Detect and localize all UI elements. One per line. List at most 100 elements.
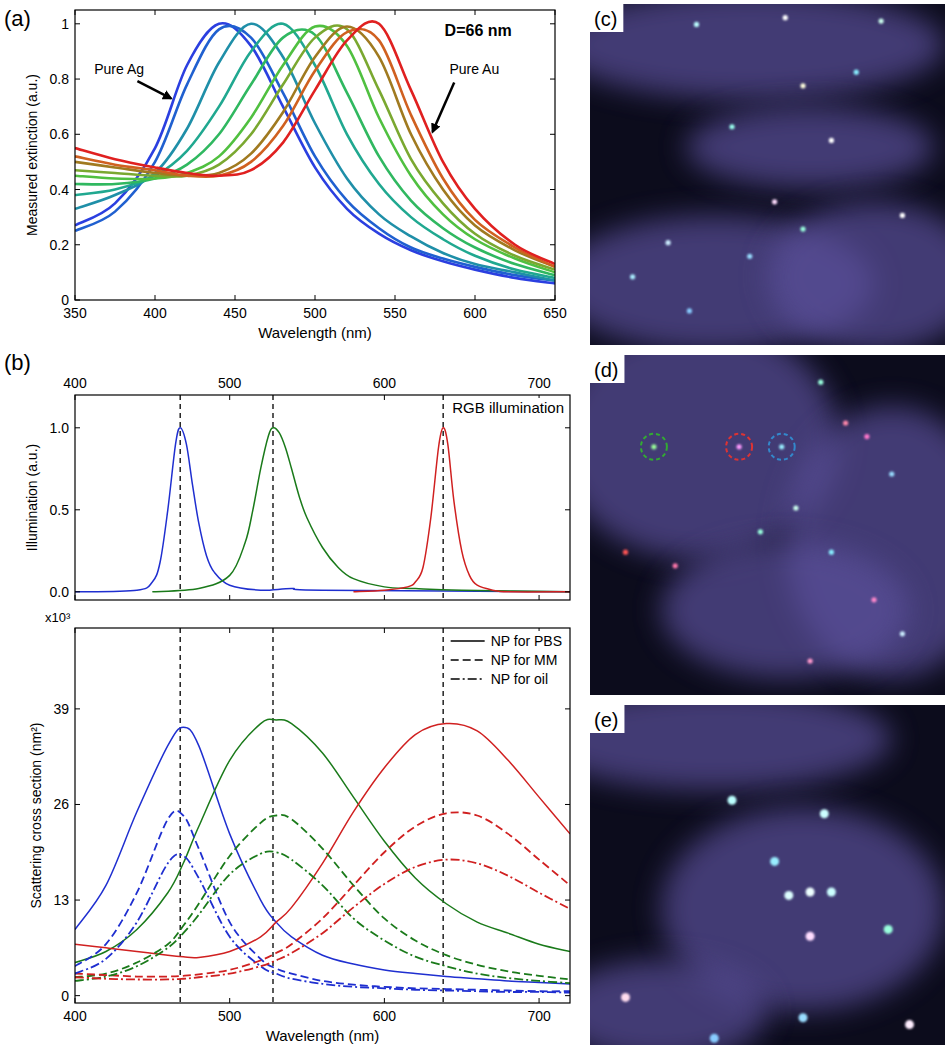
- x-tick: [384, 395, 385, 400]
- micrograph: (e): [537, 688, 945, 1051]
- y-tick: [550, 79, 555, 80]
- series-line: [75, 26, 555, 273]
- panel-label-bg: [590, 4, 623, 32]
- y-tick-label: 0.5: [50, 502, 70, 518]
- legend-bg: [447, 631, 566, 692]
- x-tick: [539, 998, 540, 1003]
- y-tick-label: 26: [53, 796, 69, 812]
- micrograph-content: [590, 4, 945, 345]
- highlight-ring: [726, 434, 752, 460]
- nanoparticle: [889, 471, 894, 476]
- series-line: [75, 727, 570, 984]
- annotation-arrow: [433, 83, 455, 132]
- series-line: [75, 723, 570, 957]
- nanoparticle: [843, 420, 848, 425]
- nanoparticle: [829, 138, 834, 143]
- series-line: [353, 428, 570, 592]
- x-tick: [475, 295, 476, 300]
- micrograph-content: [590, 705, 945, 1045]
- y-tick-label: 0: [61, 988, 69, 1004]
- x-tick-label: 450: [223, 305, 247, 321]
- plot-area: [75, 395, 570, 600]
- x-tick-label: 500: [218, 1008, 242, 1024]
- cell: [590, 4, 945, 99]
- y-axis-title: Scattering cross section (nm²): [28, 723, 44, 909]
- nanoparticle: [623, 550, 628, 555]
- cell: [661, 542, 910, 678]
- y-tick: [75, 300, 80, 301]
- x-tick: [75, 395, 76, 400]
- y-tick: [550, 300, 555, 301]
- y-axis-title: Measured extinction (a.u.): [24, 74, 40, 236]
- cell: [590, 960, 768, 1045]
- cell: [768, 202, 946, 345]
- x-axis-title: Wavelength (nm): [258, 324, 372, 341]
- y-tick: [565, 900, 570, 901]
- nanoparticle: [827, 888, 836, 897]
- nanoparticle: [900, 631, 905, 636]
- plot-bg: [75, 395, 570, 600]
- nanoparticle: [806, 888, 815, 897]
- series-line: [75, 24, 555, 278]
- micrograph-content: [590, 355, 945, 695]
- x-tick: [539, 595, 540, 600]
- y-tick: [550, 23, 555, 24]
- nanoparticle: [694, 22, 699, 27]
- y-tick: [75, 23, 80, 24]
- x-tick-label: 400: [63, 375, 87, 391]
- y-tick: [550, 134, 555, 135]
- nanoparticle: [829, 550, 834, 555]
- x-tick: [395, 295, 396, 300]
- y-tick-label: 1.0: [50, 420, 70, 436]
- y-tick-label: 13: [53, 892, 69, 908]
- y-axis-title: Illumination (a.u.): [24, 444, 40, 551]
- series-line: [75, 24, 555, 281]
- y-tick: [550, 189, 555, 190]
- plot-bg: [75, 628, 570, 1003]
- y-tick: [75, 244, 80, 245]
- y-tick: [75, 708, 80, 709]
- x-tick: [75, 295, 76, 300]
- x-tick-label: 550: [383, 305, 407, 321]
- cell: [590, 705, 892, 790]
- panel-label: (d): [594, 359, 618, 381]
- nanoparticle: [800, 226, 805, 231]
- x-tick: [75, 595, 76, 600]
- nanoparticle: [884, 925, 893, 934]
- reference-line: [443, 395, 444, 600]
- micrograph: (c): [555, 0, 951, 352]
- nanoparticle: [710, 1034, 719, 1043]
- series-line: [75, 812, 570, 976]
- nanoparticle: [758, 529, 763, 534]
- y-tick-label: 0.6: [50, 126, 70, 142]
- x-tick: [475, 10, 476, 15]
- y-tick: [75, 79, 80, 80]
- reference-line: [180, 395, 181, 600]
- x-tick-label: 600: [373, 1008, 397, 1024]
- annotation-arrow: [137, 81, 171, 98]
- x-tick: [229, 395, 230, 400]
- nanoparticle: [799, 1013, 808, 1022]
- reference-line: [443, 628, 444, 1003]
- y-tick: [75, 804, 80, 805]
- y-tick: [565, 708, 570, 709]
- y-tick-label: 39: [53, 701, 69, 717]
- chart-0: 35040045050055060065000.20.40.60.81Wavel…: [4, 6, 567, 341]
- legend-label: NP for PBS: [491, 633, 562, 649]
- y-tick: [75, 427, 80, 428]
- y-tick-label: 0.4: [50, 182, 70, 198]
- x-tick-label: 500: [218, 375, 242, 391]
- nanoparticle: [728, 796, 737, 805]
- x-tick-label: 650: [543, 305, 567, 321]
- y-tick-label: 0.0: [50, 584, 70, 600]
- x-tick-label: 600: [463, 305, 487, 321]
- legend-swatch: [451, 678, 485, 680]
- x-tick: [315, 295, 316, 300]
- nanoparticle: [808, 658, 813, 663]
- nanoparticle: [784, 891, 793, 900]
- x-tick: [395, 10, 396, 15]
- annotation: RGB illumination: [452, 399, 564, 416]
- plot-area: [75, 628, 570, 1003]
- highlight-ring: [769, 434, 795, 460]
- x-tick: [555, 295, 556, 300]
